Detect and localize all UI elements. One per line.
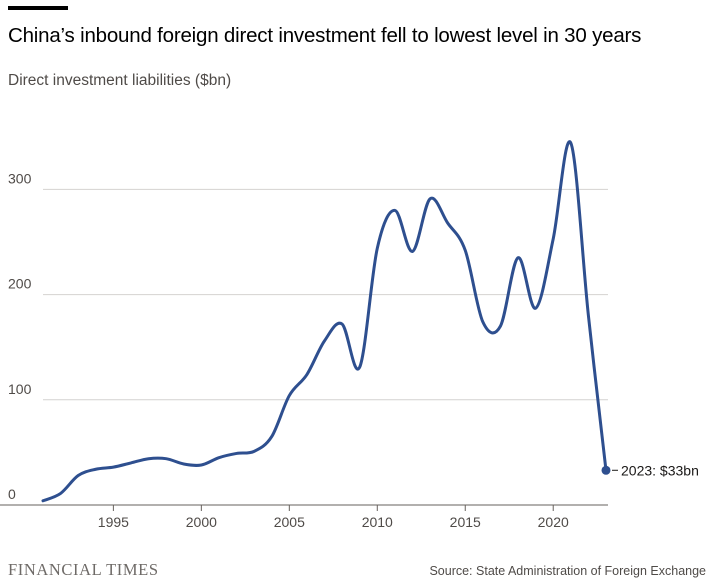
- x-tick-label: 2000: [186, 514, 217, 530]
- y-tick-label: 300: [8, 170, 32, 186]
- fdi-series-line: [41, 140, 608, 503]
- y-tick-label: 200: [8, 276, 32, 292]
- gridlines: [0, 188, 608, 506]
- x-tick-label: 2005: [274, 514, 305, 530]
- x-tick-label: 2015: [450, 514, 481, 530]
- y-axis-ticks: 0 100 200 300: [8, 170, 32, 502]
- annotation-layer: 2023: $33bn: [601, 462, 699, 478]
- endpoint-annotation: 2023: $33bn: [621, 462, 699, 478]
- x-axis-ticks: 1995 2000 2005 2010 2015 2020: [98, 505, 569, 530]
- x-tick-label: 2010: [362, 514, 393, 530]
- endpoint-marker: [601, 465, 611, 475]
- x-tick-label: 1995: [98, 514, 129, 530]
- x-tick-label: 2020: [538, 514, 569, 530]
- series-layer: [41, 140, 608, 503]
- chart-title: China’s inbound foreign direct investmen…: [8, 24, 642, 47]
- header-accent-bar: [8, 6, 68, 10]
- source-note: Source: State Administration of Foreign …: [429, 564, 706, 578]
- chart-subtitle: Direct investment liabilities ($bn): [8, 72, 232, 89]
- y-tick-label: 0: [8, 486, 16, 502]
- y-tick-label: 100: [8, 381, 32, 397]
- ft-logo: FINANCIAL TIMES: [8, 560, 159, 579]
